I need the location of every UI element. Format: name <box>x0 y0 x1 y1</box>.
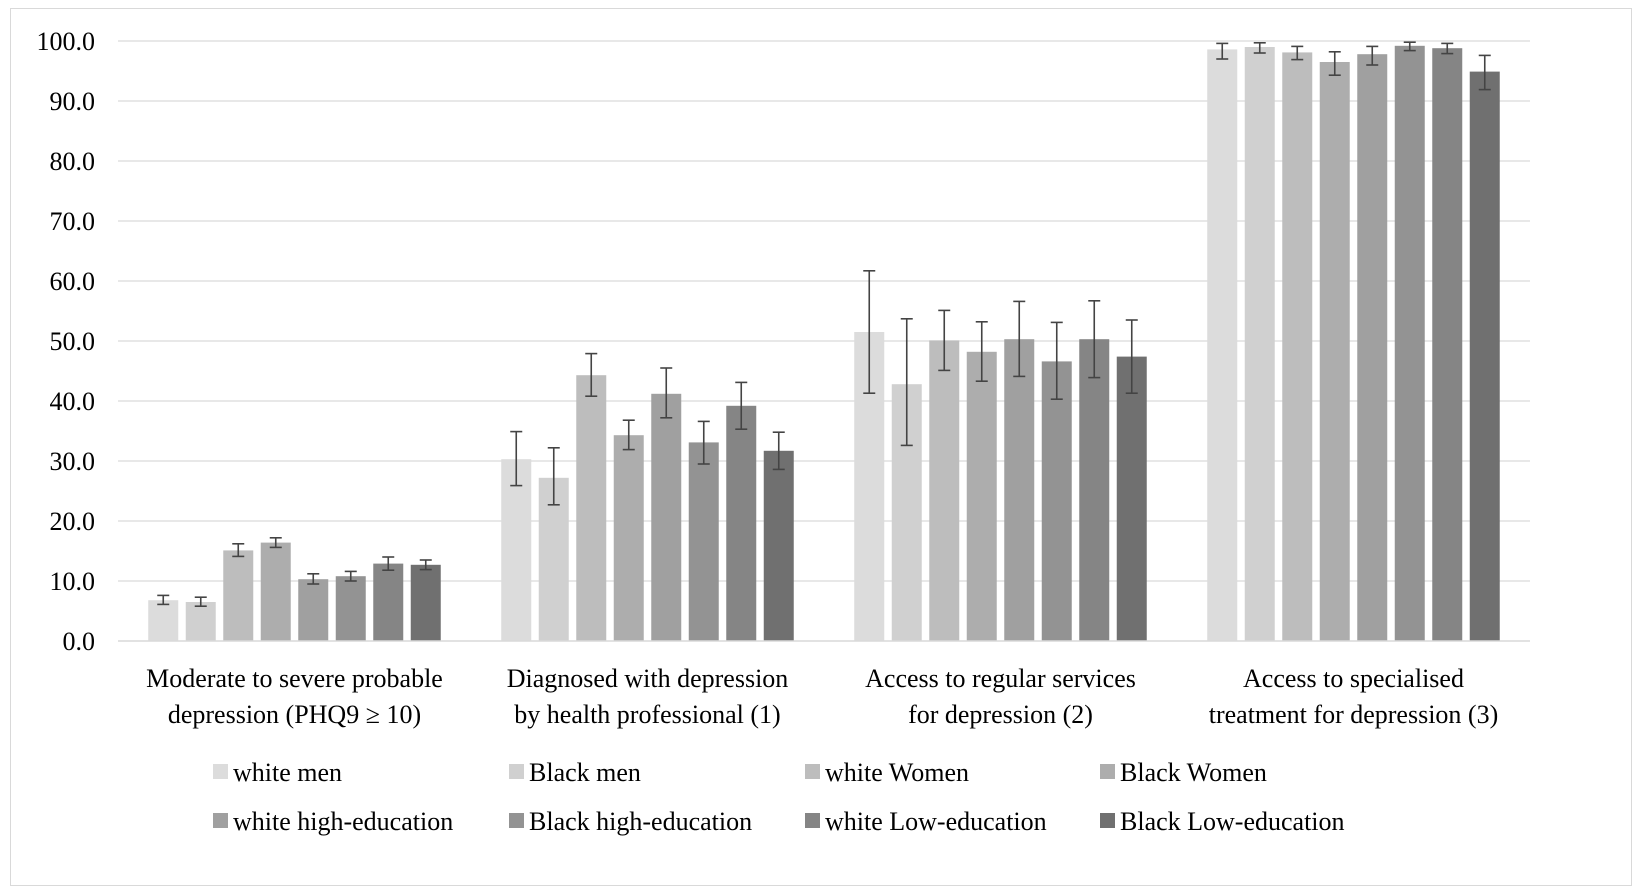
bar <box>1320 62 1350 641</box>
bar <box>223 550 253 641</box>
y-tick-label: 0.0 <box>63 627 96 656</box>
category-label: Access to regular services for depression… <box>865 664 1136 729</box>
legend-label: Black Low-education <box>1120 807 1345 836</box>
legend-swatch <box>1100 764 1115 779</box>
bar <box>614 435 644 641</box>
legend-swatch <box>1100 813 1115 828</box>
bar <box>501 459 531 641</box>
bar <box>726 406 756 641</box>
legend-swatch <box>213 764 228 779</box>
y-axis-ticks: 0.0 10.0 20.0 30.0 40.0 50.0 60.0 70.0 80.0 90.0 1… <box>37 27 96 656</box>
bar <box>373 564 403 641</box>
legend: white men Black men white Women Black Women… <box>213 758 1345 836</box>
legend-label: white high-education <box>233 807 453 836</box>
category-label: Diagnosed with depression by health profe… <box>507 664 789 729</box>
bar <box>1395 46 1425 641</box>
bar <box>261 543 291 641</box>
bar <box>576 375 606 641</box>
bars <box>148 46 1500 641</box>
legend-label: white Women <box>825 758 969 787</box>
y-tick-label: 20.0 <box>50 507 96 536</box>
bar <box>1282 52 1312 641</box>
y-tick-label: 30.0 <box>50 447 96 476</box>
bar <box>1042 361 1072 641</box>
bar <box>689 442 719 641</box>
bar <box>1117 357 1147 641</box>
category-label: Moderate to severe probable depression (P… <box>146 664 443 729</box>
bar <box>1432 48 1462 641</box>
legend-label: white Low-education <box>825 807 1047 836</box>
bar <box>1470 72 1500 641</box>
bar <box>1245 47 1275 641</box>
bar <box>1079 339 1109 641</box>
y-tick-label: 10.0 <box>50 567 96 596</box>
category-labels: Moderate to severe probable depression (P… <box>146 664 1498 729</box>
y-tick-label: 80.0 <box>50 147 96 176</box>
bar <box>967 352 997 641</box>
bar <box>651 394 681 641</box>
bar <box>1207 49 1237 641</box>
y-tick-label: 40.0 <box>50 387 96 416</box>
legend-swatch <box>509 813 524 828</box>
y-tick-label: 60.0 <box>50 267 96 296</box>
legend-label: white men <box>233 758 342 787</box>
bar <box>186 602 216 641</box>
bar <box>148 600 178 641</box>
legend-swatch <box>805 764 820 779</box>
legend-label: Black men <box>529 758 641 787</box>
bar <box>1357 54 1387 641</box>
y-tick-label: 100.0 <box>37 27 96 56</box>
bar <box>336 576 366 641</box>
legend-swatch <box>805 813 820 828</box>
y-tick-label: 90.0 <box>50 87 96 116</box>
bar <box>764 451 794 641</box>
legend-swatch <box>213 813 228 828</box>
bar <box>929 340 959 641</box>
legend-swatch <box>509 764 524 779</box>
y-tick-label: 70.0 <box>50 207 96 236</box>
bar <box>1004 339 1034 641</box>
legend-label: Black Women <box>1120 758 1267 787</box>
y-tick-label: 50.0 <box>50 327 96 356</box>
bar <box>298 579 328 641</box>
bar <box>411 565 441 641</box>
category-label: Access to specialised treatment for depre… <box>1209 664 1499 729</box>
legend-label: Black high-education <box>529 807 752 836</box>
gridlines <box>118 41 1530 581</box>
